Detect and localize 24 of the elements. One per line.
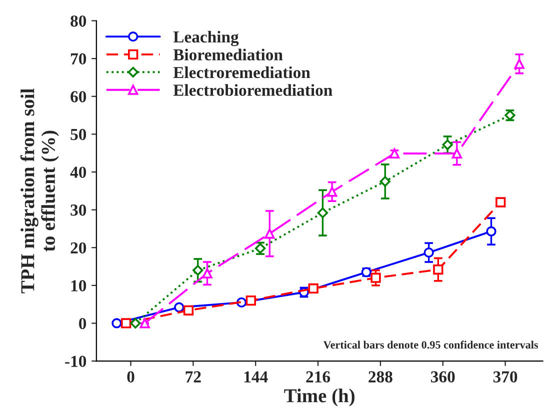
x-tick-label: 72 [186,371,201,382]
y-tick-label: 10 [71,280,86,292]
y-tick-label: -10 [65,356,86,367]
x-tick-label: 288 [368,371,392,382]
legend-label: Electrobioremediation [173,84,332,96]
x-tick-label: 144 [244,371,268,382]
legend-label: Leaching [173,30,239,46]
annotation: Vertical bars denote 0.95 confidence intervals [323,340,538,349]
y-tick-label: 60 [70,91,86,102]
y-axis-title: TPH migration from soil to effluent (%) [20,88,59,294]
x-tick-label: 0 [127,371,134,382]
legend-label: Bioremediation [173,48,283,60]
x-tick-label: 360 [430,371,455,382]
y-tick-label: 50 [70,128,86,140]
x-axis-title: Time (h) [284,388,354,406]
y-tick-label: 0 [79,318,86,330]
y-tick-label: 20 [70,242,86,254]
x-tick-label: 216 [306,371,330,382]
y-tick-label: 30 [70,204,86,216]
legend-label: Electroremediation [173,66,310,78]
y-tick-label: 80 [70,15,86,27]
y-tick-label: 70 [70,53,86,65]
y-tick-label: 40 [70,166,86,178]
x-tick-label: 370 [493,371,518,382]
